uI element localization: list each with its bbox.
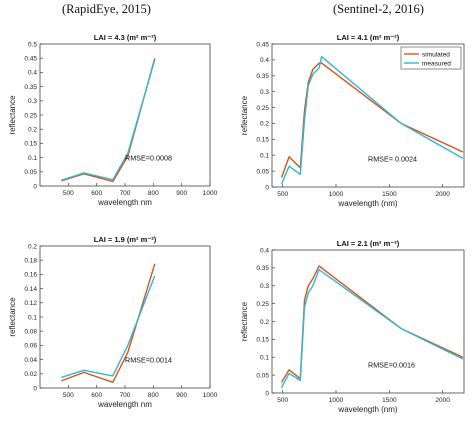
rmse-annotation: RMSE=0.0008	[125, 153, 172, 162]
rmse-annotation: RMSE=0.0014	[125, 355, 172, 364]
column-header-left: (RapidEye, 2015)	[62, 2, 151, 16]
x-tick-label: 1000	[203, 190, 218, 197]
y-tick-label: 0.08	[24, 329, 37, 336]
series-line-simulated	[280, 62, 464, 178]
y-tick-label: 0	[265, 390, 269, 397]
x-axis-label: wavelength nm	[97, 198, 152, 207]
x-axis-label: wavelength nm	[97, 400, 152, 409]
y-tick-label: 0.2	[28, 243, 37, 250]
y-tick-label: 0.45	[256, 41, 269, 48]
x-axis-label: wavelength (nm)	[337, 405, 397, 414]
x-tick-label: 700	[120, 190, 131, 197]
chart-title: LAI = 1.9 (m² m⁻²)	[94, 235, 157, 244]
y-axis-label: reflectance	[240, 301, 249, 341]
x-tick-label: 900	[176, 190, 187, 197]
x-tick-label: 800	[148, 392, 159, 399]
y-tick-label: 0	[33, 183, 37, 190]
y-tick-label: 0.14	[24, 286, 37, 293]
y-tick-label: 0.02	[24, 371, 37, 378]
y-tick-label: 0.2	[28, 127, 37, 134]
y-tick-label: 0.2	[260, 121, 269, 128]
series-line-simulated	[280, 265, 464, 383]
series-line-measured	[61, 275, 156, 379]
y-tick-label: 0.35	[256, 73, 269, 80]
y-tick-label: 0.5	[28, 41, 37, 48]
y-tick-label: 0	[33, 385, 37, 392]
y-tick-label: 0.12	[24, 300, 37, 307]
x-tick-label: 800	[148, 190, 159, 197]
x-tick-label: 2000	[435, 397, 450, 404]
y-axis-label: reflectance	[240, 95, 249, 135]
legend-label-measured: measured	[422, 60, 451, 67]
x-tick-label: 1000	[329, 397, 344, 404]
y-tick-label: 0.05	[256, 168, 269, 175]
x-tick-label: 500	[277, 397, 288, 404]
chart-title: LAI = 2.1 (m² m⁻²)	[337, 239, 400, 248]
y-axis-label: reflectance	[8, 297, 17, 337]
x-tick-label: 500	[63, 190, 74, 197]
x-axis-label: wavelength (nm)	[337, 199, 397, 208]
plot-frame	[271, 43, 465, 188]
y-tick-label: 0.1	[260, 355, 269, 362]
y-tick-label: 0.15	[256, 137, 269, 144]
y-tick-label: 0.45	[24, 56, 37, 63]
x-tick-label: 1000	[329, 191, 344, 198]
column-header-right: (Sentinel-2, 2016)	[333, 2, 424, 16]
chart-title: LAI = 4.3 (m² m⁻²)	[94, 33, 157, 42]
chart-title: LAI = 4.1 (m² m⁻²)	[337, 33, 400, 42]
y-tick-label: 0	[265, 184, 269, 191]
x-tick-label: 2000	[435, 191, 450, 198]
y-tick-label: 0.3	[260, 89, 269, 96]
series-line-measured	[280, 56, 464, 185]
y-tick-label: 0.3	[260, 283, 269, 290]
y-tick-label: 0.3	[28, 98, 37, 105]
y-tick-label: 0.1	[28, 314, 37, 321]
y-tick-label: 0.4	[260, 247, 269, 254]
series-line-measured	[61, 59, 156, 181]
y-tick-label: 0.25	[256, 301, 269, 308]
y-tick-label: 0.16	[24, 272, 37, 279]
y-tick-label: 0.15	[256, 337, 269, 344]
y-tick-label: 0.35	[24, 84, 37, 91]
y-tick-label: 0.05	[24, 169, 37, 176]
y-tick-label: 0.04	[24, 357, 37, 364]
y-tick-label: 0.05	[256, 372, 269, 379]
y-tick-label: 0.35	[256, 265, 269, 272]
x-tick-label: 500	[63, 392, 74, 399]
rmse-annotation: RMSE=0.0016	[368, 360, 415, 369]
x-tick-label: 500	[277, 191, 288, 198]
y-tick-label: 0.4	[260, 57, 269, 64]
series-line-measured	[280, 269, 464, 388]
x-tick-label: 1500	[382, 397, 397, 404]
y-tick-label: 0.1	[28, 155, 37, 162]
y-tick-label: 0.25	[256, 105, 269, 112]
y-tick-label: 0.15	[24, 141, 37, 148]
y-tick-label: 0.1	[260, 153, 269, 160]
y-tick-label: 0.2	[260, 319, 269, 326]
x-tick-label: 600	[91, 392, 102, 399]
legend-label-simulated: simulated	[422, 51, 450, 58]
x-tick-label: 900	[176, 392, 187, 399]
y-axis-label: reflectance	[8, 95, 17, 135]
x-tick-label: 700	[120, 392, 131, 399]
x-tick-label: 1500	[382, 191, 397, 198]
y-tick-label: 0.06	[24, 343, 37, 350]
x-tick-label: 1000	[203, 392, 218, 399]
y-tick-label: 0.18	[24, 258, 37, 265]
y-tick-label: 0.4	[28, 70, 37, 77]
y-tick-label: 0.25	[24, 112, 37, 119]
rmse-annotation: RMSE= 0.0024	[368, 154, 417, 163]
x-tick-label: 600	[91, 190, 102, 197]
